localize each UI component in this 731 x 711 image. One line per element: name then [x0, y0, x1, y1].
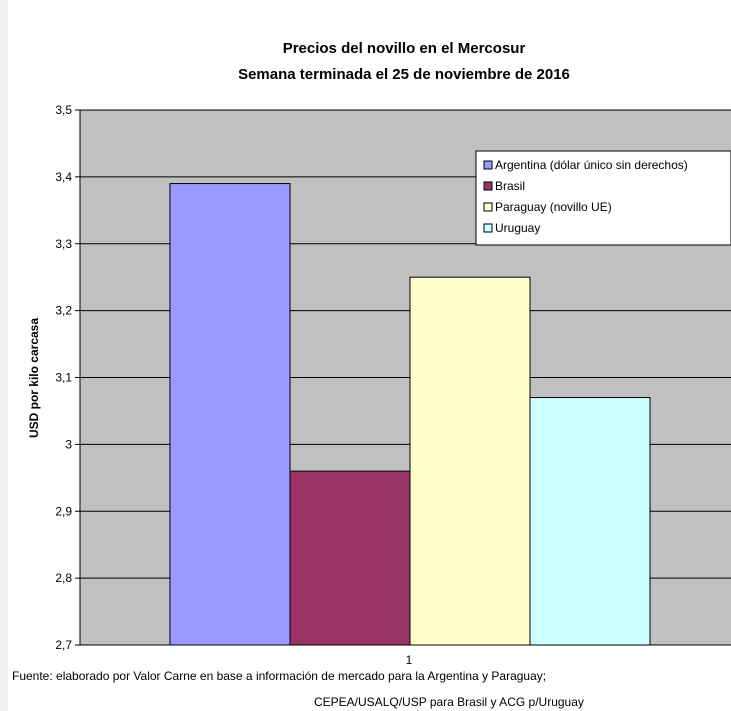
- y-tick-label: 3,3: [55, 237, 72, 251]
- y-tick-label: 2,7: [55, 638, 72, 652]
- legend-swatch: [483, 181, 493, 191]
- legend-label: Uruguay: [495, 221, 540, 235]
- legend-box: [475, 150, 731, 246]
- y-tick-label: 3,5: [55, 103, 72, 117]
- y-tick-label: 2,8: [55, 571, 72, 585]
- y-tick-label: 2,9: [55, 504, 72, 518]
- y-tick-label: 3,4: [55, 170, 72, 184]
- footer-source-line2: CEPEA/USALQ/USP para Brasil y ACG p/Urug…: [314, 695, 584, 709]
- legend: Argentina (dólar único sin derechos) Bras…: [475, 150, 731, 246]
- bar-paraguay: [409, 276, 531, 646]
- chart-title: Precios del novillo en el Mercosur: [283, 40, 526, 57]
- x-tick-label: 1: [406, 653, 413, 667]
- bars: [169, 183, 651, 646]
- bar-argentina: [169, 183, 291, 646]
- bar-brasil: [289, 470, 411, 646]
- legend-label: Paraguay (novillo UE): [495, 200, 612, 214]
- y-tick-label: 3,2: [55, 304, 72, 318]
- legend-label: Brasil: [495, 179, 525, 193]
- legend-swatch: [483, 223, 493, 233]
- legend-label: Argentina (dólar único sin derechos): [495, 158, 688, 172]
- y-axis-label: USD por kilo carcasa: [27, 318, 41, 438]
- y-axis: 2,7 2,8 2,9 3 3,1 3,2 3,3 3,4 3,5: [55, 103, 731, 652]
- y-tick-label: 3,1: [55, 371, 72, 385]
- bar-uruguay: [529, 397, 651, 646]
- legend-swatch: [483, 202, 493, 212]
- footer-source-line1: Fuente: elaborado por Valor Carne en bas…: [12, 669, 546, 683]
- legend-items: Argentina (dólar único sin derechos) Bras…: [483, 158, 688, 235]
- legend-swatch: [483, 160, 493, 170]
- y-tick-label: 3: [65, 437, 72, 451]
- chart-subtitle: Semana terminada el 25 de noviembre de 2…: [238, 66, 570, 83]
